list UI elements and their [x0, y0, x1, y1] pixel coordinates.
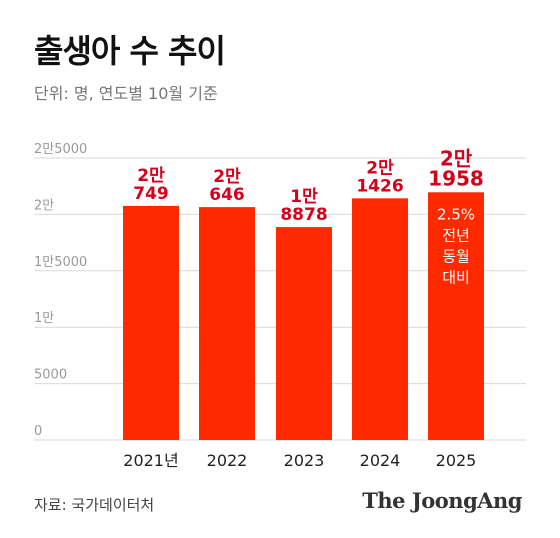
value-label: 8878 — [280, 205, 327, 225]
bar — [352, 198, 408, 440]
y-tick-label: 0 — [34, 424, 42, 439]
unit-note: 단위: 명, 연도별 10월 기준 — [34, 84, 218, 103]
bar — [276, 227, 332, 440]
x-tick-label: 2024 — [360, 451, 401, 470]
y-tick-label: 2만 — [34, 198, 54, 213]
x-tick-label: 2022 — [207, 451, 248, 470]
value-label: 1958 — [428, 166, 484, 190]
brand-logo: The JoongAng — [362, 488, 522, 513]
chart-title: 출생아 수 추이 — [34, 32, 226, 70]
value-label: 646 — [209, 185, 245, 205]
bars — [123, 192, 484, 440]
bar — [199, 207, 255, 440]
annotation-line: 2.5% — [437, 205, 475, 223]
value-label: 1426 — [356, 176, 403, 196]
y-tick-label: 5000 — [34, 368, 67, 383]
value-label: 2만 — [366, 158, 394, 178]
bar — [123, 205, 179, 440]
value-label: 1만 — [290, 187, 318, 207]
x-tick-label: 2021년 — [123, 451, 178, 470]
y-tick-label: 1만 — [34, 311, 54, 326]
x-axis-ticks: 2021년 2022 2023 2024 2025 — [123, 451, 476, 470]
annotation-line: 동월 — [442, 247, 470, 265]
value-label: 2만 — [137, 166, 165, 186]
annotation-line: 대비 — [442, 268, 470, 286]
value-label: 2만 — [213, 167, 241, 187]
annotation-line: 전년 — [442, 226, 470, 244]
x-tick-label: 2025 — [436, 451, 477, 470]
y-tick-label: 1만5000 — [34, 255, 87, 270]
x-tick-label: 2023 — [284, 451, 325, 470]
source-note: 자료: 국가데이터처 — [34, 496, 155, 514]
y-tick-label: 2만5000 — [34, 142, 87, 157]
value-label: 749 — [133, 184, 169, 204]
y-axis-ticks: 0 5000 1만 1만5000 2만 2만5000 — [34, 142, 87, 439]
value-label: 2만 — [440, 146, 473, 170]
bar — [428, 192, 484, 440]
